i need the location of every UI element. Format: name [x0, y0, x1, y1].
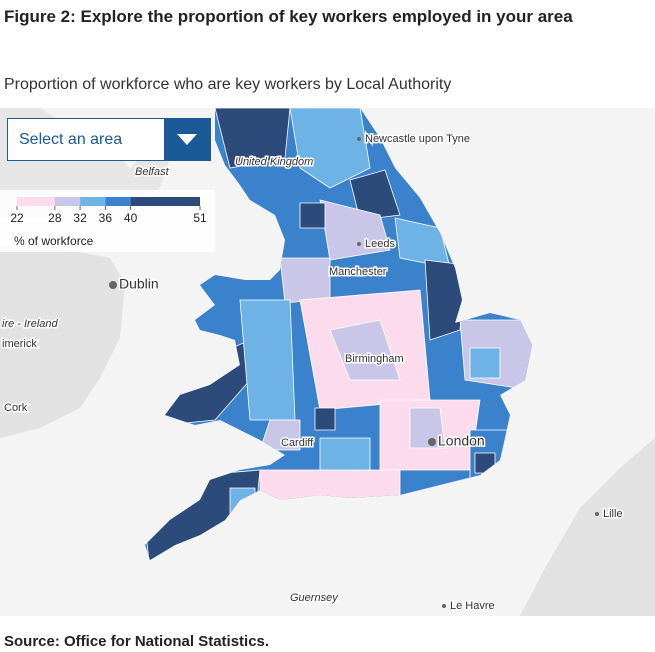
- region: [409, 407, 446, 449]
- place-dot: [109, 281, 117, 289]
- place-label: United Kingdom: [235, 156, 313, 168]
- region: [259, 419, 301, 451]
- legend: % of workforce 22 28 32 36 40 51: [0, 190, 215, 252]
- place-label: imerick: [2, 338, 37, 350]
- region: [329, 319, 401, 381]
- legend-tick-label: 40: [124, 211, 138, 225]
- region: [349, 169, 401, 221]
- legend-tick-label: 51: [193, 211, 207, 225]
- place-dot: [428, 438, 436, 446]
- place-dot: [357, 242, 361, 246]
- select-placeholder: Select an area: [19, 131, 123, 148]
- legend-bin: [17, 197, 55, 206]
- place-label: Newcastle upon Tyne: [365, 133, 470, 145]
- select-button[interactable]: [164, 119, 210, 160]
- area-select[interactable]: Select an area: [7, 118, 211, 161]
- place-label: London: [438, 433, 485, 449]
- arrow-icon: [177, 134, 197, 145]
- place-label: Belfast: [135, 166, 170, 178]
- place-dot: [595, 512, 599, 516]
- legend-bin: [54, 197, 81, 206]
- region: [314, 407, 336, 431]
- place-label: Cork: [4, 402, 28, 414]
- place-label: Guernsey: [290, 592, 339, 604]
- place-dot: [357, 137, 361, 141]
- place-label: Manchester: [329, 266, 387, 278]
- region: [299, 202, 326, 229]
- legend-bin: [80, 197, 106, 206]
- legend-tick-label: 32: [73, 211, 87, 225]
- map: Newcastle upon Tyne United Kingdom Belfast…: [0, 108, 655, 616]
- place-label: Le Havre: [450, 600, 495, 612]
- place-label: Birmingham: [345, 353, 404, 365]
- legend-tick-label: 22: [10, 211, 24, 225]
- ireland-land: [0, 245, 125, 438]
- place-label: Leeds: [365, 238, 395, 250]
- region: [279, 257, 331, 304]
- region: [289, 108, 371, 189]
- legend-tick-label: 36: [99, 211, 113, 225]
- place-dot: [442, 604, 446, 608]
- place-label: Cardiff: [281, 437, 314, 449]
- region: [259, 469, 401, 501]
- region: [469, 347, 501, 379]
- place-label: Dublin: [119, 276, 159, 292]
- france-land: [520, 438, 655, 616]
- region: [424, 259, 466, 341]
- legend-tick-label: 28: [48, 211, 62, 225]
- legend-bin: [105, 197, 131, 206]
- region: [214, 108, 291, 169]
- region: [319, 199, 391, 261]
- region: [319, 437, 371, 471]
- place-labels: Newcastle upon Tyne United Kingdom Belfast…: [1, 131, 625, 613]
- source: Source: Office for National Statistics.: [4, 633, 270, 650]
- title: Figure 2: Explore the proportion of key …: [4, 7, 573, 26]
- legend-bin: [130, 197, 200, 206]
- subtitle: Proportion of workforce who are key work…: [4, 76, 452, 93]
- place-label: Lille: [603, 508, 623, 520]
- legend-title: % of workforce: [14, 234, 94, 248]
- region: [239, 299, 296, 421]
- place-label: ire - Ireland: [2, 318, 59, 330]
